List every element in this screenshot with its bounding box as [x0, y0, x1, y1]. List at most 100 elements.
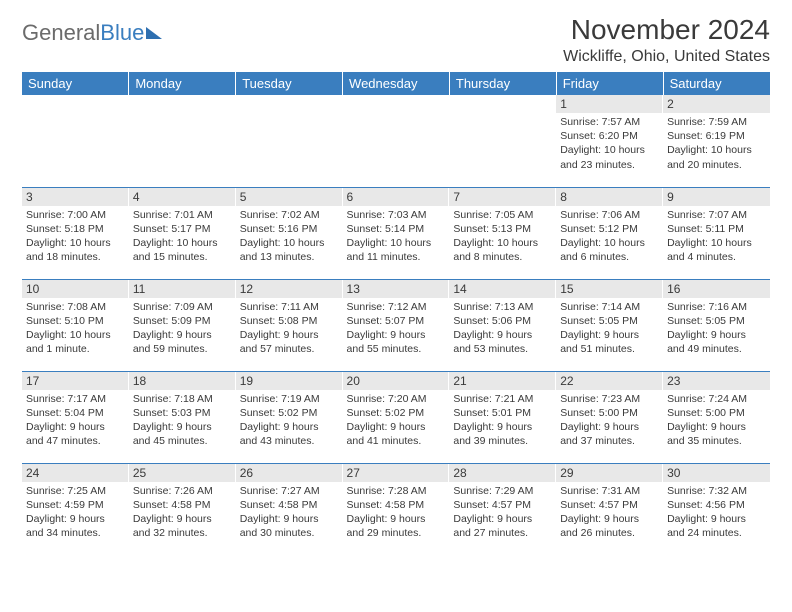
- sunrise-line: Sunrise: 7:57 AM: [560, 115, 659, 129]
- logo-triangle-icon: [146, 27, 162, 39]
- sunrise-line: Sunrise: 7:23 AM: [560, 392, 659, 406]
- day-body: Sunrise: 7:11 AMSunset: 5:08 PMDaylight:…: [236, 298, 343, 361]
- sunrise-line: Sunrise: 7:01 AM: [133, 208, 232, 222]
- sunrise-line: Sunrise: 7:12 AM: [347, 300, 446, 314]
- sunrise-line: Sunrise: 7:08 AM: [26, 300, 125, 314]
- sunrise-line: Sunrise: 7:26 AM: [133, 484, 232, 498]
- sunset-line: Sunset: 5:01 PM: [453, 406, 552, 420]
- day-body: Sunrise: 7:14 AMSunset: 5:05 PMDaylight:…: [556, 298, 663, 361]
- calendar-day-cell: [22, 95, 129, 187]
- sunset-line: Sunset: 5:13 PM: [453, 222, 552, 236]
- calendar-body: 1Sunrise: 7:57 AMSunset: 6:20 PMDaylight…: [22, 95, 770, 555]
- day-body: [129, 111, 236, 117]
- sunrise-line: Sunrise: 7:21 AM: [453, 392, 552, 406]
- calendar-page: GeneralBlue November 2024 Wickliffe, Ohi…: [0, 0, 792, 555]
- calendar-day-cell: 20Sunrise: 7:20 AMSunset: 5:02 PMDayligh…: [343, 371, 450, 463]
- daylight-line: Daylight: 9 hours and 53 minutes.: [453, 328, 552, 356]
- weekday-header: Tuesday: [236, 72, 343, 95]
- day-number: 25: [129, 464, 236, 482]
- day-body: Sunrise: 7:27 AMSunset: 4:58 PMDaylight:…: [236, 482, 343, 545]
- sunrise-line: Sunrise: 7:18 AM: [133, 392, 232, 406]
- sunset-line: Sunset: 5:08 PM: [240, 314, 339, 328]
- calendar-day-cell: 4Sunrise: 7:01 AMSunset: 5:17 PMDaylight…: [129, 187, 236, 279]
- calendar-day-cell: 11Sunrise: 7:09 AMSunset: 5:09 PMDayligh…: [129, 279, 236, 371]
- calendar-day-cell: 29Sunrise: 7:31 AMSunset: 4:57 PMDayligh…: [556, 463, 663, 555]
- daylight-line: Daylight: 10 hours and 1 minute.: [26, 328, 125, 356]
- day-number: [449, 95, 556, 111]
- sunrise-line: Sunrise: 7:16 AM: [667, 300, 766, 314]
- calendar-day-cell: 19Sunrise: 7:19 AMSunset: 5:02 PMDayligh…: [236, 371, 343, 463]
- sunset-line: Sunset: 5:00 PM: [560, 406, 659, 420]
- day-number: 20: [343, 372, 450, 390]
- weekday-header: Thursday: [449, 72, 556, 95]
- day-body: Sunrise: 7:17 AMSunset: 5:04 PMDaylight:…: [22, 390, 129, 453]
- calendar-day-cell: 7Sunrise: 7:05 AMSunset: 5:13 PMDaylight…: [449, 187, 556, 279]
- weekday-header: Sunday: [22, 72, 129, 95]
- daylight-line: Daylight: 10 hours and 23 minutes.: [560, 143, 659, 171]
- sunset-line: Sunset: 4:57 PM: [453, 498, 552, 512]
- day-number: 14: [449, 280, 556, 298]
- day-number: 7: [449, 188, 556, 206]
- calendar-day-cell: 25Sunrise: 7:26 AMSunset: 4:58 PMDayligh…: [129, 463, 236, 555]
- calendar-day-cell: 27Sunrise: 7:28 AMSunset: 4:58 PMDayligh…: [343, 463, 450, 555]
- sunset-line: Sunset: 4:58 PM: [347, 498, 446, 512]
- sunrise-line: Sunrise: 7:06 AM: [560, 208, 659, 222]
- day-number: 10: [22, 280, 129, 298]
- daylight-line: Daylight: 9 hours and 51 minutes.: [560, 328, 659, 356]
- daylight-line: Daylight: 9 hours and 39 minutes.: [453, 420, 552, 448]
- daylight-line: Daylight: 9 hours and 49 minutes.: [667, 328, 766, 356]
- day-body: [236, 111, 343, 117]
- sunset-line: Sunset: 5:02 PM: [240, 406, 339, 420]
- sunrise-line: Sunrise: 7:29 AM: [453, 484, 552, 498]
- daylight-line: Daylight: 9 hours and 26 minutes.: [560, 512, 659, 540]
- day-body: Sunrise: 7:16 AMSunset: 5:05 PMDaylight:…: [663, 298, 770, 361]
- sunrise-line: Sunrise: 7:07 AM: [667, 208, 766, 222]
- daylight-line: Daylight: 10 hours and 18 minutes.: [26, 236, 125, 264]
- day-number: [236, 95, 343, 111]
- day-number: 27: [343, 464, 450, 482]
- day-number: 8: [556, 188, 663, 206]
- daylight-line: Daylight: 9 hours and 34 minutes.: [26, 512, 125, 540]
- day-number: 13: [343, 280, 450, 298]
- calendar-day-cell: 12Sunrise: 7:11 AMSunset: 5:08 PMDayligh…: [236, 279, 343, 371]
- sunrise-line: Sunrise: 7:19 AM: [240, 392, 339, 406]
- page-header: GeneralBlue November 2024 Wickliffe, Ohi…: [22, 14, 770, 66]
- day-number: [129, 95, 236, 111]
- logo-word2: Blue: [100, 20, 144, 46]
- calendar-day-cell: 13Sunrise: 7:12 AMSunset: 5:07 PMDayligh…: [343, 279, 450, 371]
- day-body: Sunrise: 7:08 AMSunset: 5:10 PMDaylight:…: [22, 298, 129, 361]
- day-number: 11: [129, 280, 236, 298]
- calendar-table: SundayMondayTuesdayWednesdayThursdayFrid…: [22, 72, 770, 555]
- sunset-line: Sunset: 4:59 PM: [26, 498, 125, 512]
- sunrise-line: Sunrise: 7:13 AM: [453, 300, 552, 314]
- calendar-day-cell: 14Sunrise: 7:13 AMSunset: 5:06 PMDayligh…: [449, 279, 556, 371]
- calendar-day-cell: 2Sunrise: 7:59 AMSunset: 6:19 PMDaylight…: [663, 95, 770, 187]
- calendar-day-cell: 23Sunrise: 7:24 AMSunset: 5:00 PMDayligh…: [663, 371, 770, 463]
- calendar-day-cell: 5Sunrise: 7:02 AMSunset: 5:16 PMDaylight…: [236, 187, 343, 279]
- sunrise-line: Sunrise: 7:59 AM: [667, 115, 766, 129]
- day-number: 6: [343, 188, 450, 206]
- day-number: 30: [663, 464, 770, 482]
- sunrise-line: Sunrise: 7:25 AM: [26, 484, 125, 498]
- sunset-line: Sunset: 4:56 PM: [667, 498, 766, 512]
- sunset-line: Sunset: 6:20 PM: [560, 129, 659, 143]
- sunset-line: Sunset: 6:19 PM: [667, 129, 766, 143]
- sunset-line: Sunset: 5:05 PM: [560, 314, 659, 328]
- day-body: Sunrise: 7:09 AMSunset: 5:09 PMDaylight:…: [129, 298, 236, 361]
- day-number: 26: [236, 464, 343, 482]
- sunrise-line: Sunrise: 7:03 AM: [347, 208, 446, 222]
- sunset-line: Sunset: 5:02 PM: [347, 406, 446, 420]
- day-body: Sunrise: 7:20 AMSunset: 5:02 PMDaylight:…: [343, 390, 450, 453]
- sunrise-line: Sunrise: 7:11 AM: [240, 300, 339, 314]
- calendar-day-cell: 1Sunrise: 7:57 AMSunset: 6:20 PMDaylight…: [556, 95, 663, 187]
- day-body: Sunrise: 7:13 AMSunset: 5:06 PMDaylight:…: [449, 298, 556, 361]
- sunrise-line: Sunrise: 7:27 AM: [240, 484, 339, 498]
- daylight-line: Daylight: 10 hours and 15 minutes.: [133, 236, 232, 264]
- day-body: Sunrise: 7:25 AMSunset: 4:59 PMDaylight:…: [22, 482, 129, 545]
- daylight-line: Daylight: 9 hours and 59 minutes.: [133, 328, 232, 356]
- day-body: Sunrise: 7:21 AMSunset: 5:01 PMDaylight:…: [449, 390, 556, 453]
- day-body: Sunrise: 7:57 AMSunset: 6:20 PMDaylight:…: [556, 113, 663, 176]
- calendar-day-cell: 30Sunrise: 7:32 AMSunset: 4:56 PMDayligh…: [663, 463, 770, 555]
- weekday-header: Monday: [129, 72, 236, 95]
- sunrise-line: Sunrise: 7:24 AM: [667, 392, 766, 406]
